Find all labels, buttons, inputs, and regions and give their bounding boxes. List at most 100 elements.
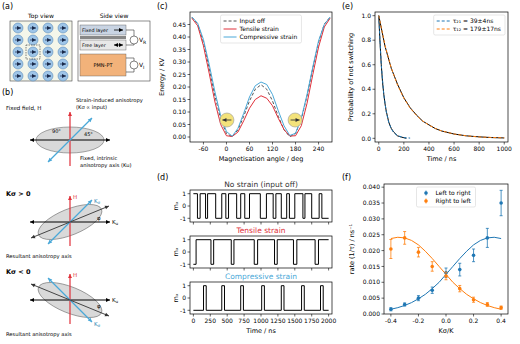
y-axis-title: mₓ [172,247,180,256]
voltage-source [130,61,138,69]
x-tick [244,268,245,271]
layer-label: PMN-PT [94,62,114,68]
arrowhead [105,313,109,317]
error-bar [472,249,475,262]
error-bar [431,287,434,293]
arrowhead [119,43,123,47]
legend: Left to rightRight to left [416,187,475,207]
arrowhead [62,50,66,54]
chart: 020040060080010000.00.20.40.60.81.0Time … [347,12,512,163]
y-axis-title: Probability of not switching [347,33,355,121]
legend-swatch [224,29,237,30]
error-bar [500,190,503,215]
error-bar [500,306,503,309]
arrowhead [30,138,34,142]
layer-label: Fixed layer [82,28,108,33]
arrowhead [47,74,51,78]
arrowhead [17,50,21,54]
x-tick [227,268,228,271]
nanomagnet [28,35,38,45]
y-tick [188,193,191,194]
legend-label: Left to right [435,189,471,197]
arrowhead [62,38,66,42]
legend-swatch [224,37,237,38]
nanomagnet [28,71,38,81]
nanomagnet [43,23,53,33]
legend-swatch [437,29,450,30]
error-bar [389,308,392,311]
resultant-axis [31,206,109,238]
y-tick [382,282,385,283]
legend-box [221,15,302,43]
x-tick-label: 1000 [253,317,268,324]
y-tick [188,87,191,88]
series-line [379,16,504,138]
x-tick [193,268,194,271]
point [472,298,476,302]
x-tick-label: 250 [205,317,217,324]
x-tick-label: 500 [221,317,233,324]
x-axis-title: Kσ/K [439,327,455,335]
y-tick-label: 1 [182,282,186,289]
x-tick [193,222,194,225]
free-layer [80,40,126,50]
plot-area [193,286,328,311]
arrowhead [31,235,35,239]
y-tick [188,206,191,207]
x-tick-label: 1000 [497,145,512,152]
x-tick-label: 800 [473,145,485,152]
panel-letter: (f) [342,173,351,182]
x-tick [210,222,211,225]
arrowhead [106,298,110,302]
y-tick [188,124,191,125]
y-tick [382,266,385,267]
label: Fixed, intrinsic [80,155,118,161]
y-tick-label: 1.0 [361,12,371,19]
y-tick-label: 0.40 [173,33,187,40]
plot-area [379,16,504,139]
x-tick-label: 1750 [304,317,319,324]
plot-area [193,240,328,265]
error-bar [403,303,406,306]
y-tick-label: 0.0 [361,135,371,142]
plot-area [389,190,503,311]
chart-title: Tensile strain [235,226,285,235]
x-tick [227,222,228,225]
nanomagnet [43,47,53,57]
chart: -0.4-0.20.00.20.40.0000.0050.0100.0150.0… [348,183,508,335]
panel-letter: (b) [2,88,13,97]
x-tick [311,268,312,271]
y-tick [188,99,191,100]
x-tick-label: -0.4 [385,317,397,324]
arrowhead [32,62,36,66]
y-tick [382,250,385,251]
arrowhead [88,318,92,322]
fixed-layer [80,25,126,35]
y-tick [373,64,376,65]
point [444,274,448,278]
panel-letter: (a) [2,2,13,11]
arrowhead [62,26,66,30]
x-tick-label: -0.2 [413,317,425,324]
arrowhead [17,74,21,78]
x-tick-label: 60 [246,145,254,152]
error-bar [431,262,434,272]
label: 45° [84,131,93,137]
label: φ [97,215,101,222]
label: Fixed field, H [6,105,42,111]
y-tick-label: 0 [182,294,186,301]
series-line [379,16,410,138]
label-sub: σ [98,200,101,205]
y-axis-title: mₓ [172,201,180,210]
arrowhead [114,43,118,47]
point [472,254,476,258]
y-tick-label: 0.25 [173,71,187,78]
state-icon [288,113,302,127]
y-tick-label: 0.015 [363,263,380,270]
y-tick [382,218,385,219]
x-tick [328,268,329,271]
arrowhead [17,26,21,30]
y-tick-label: 0.20 [173,83,187,90]
y-tick-label: 0.6 [361,61,371,68]
y-tick [373,40,376,41]
